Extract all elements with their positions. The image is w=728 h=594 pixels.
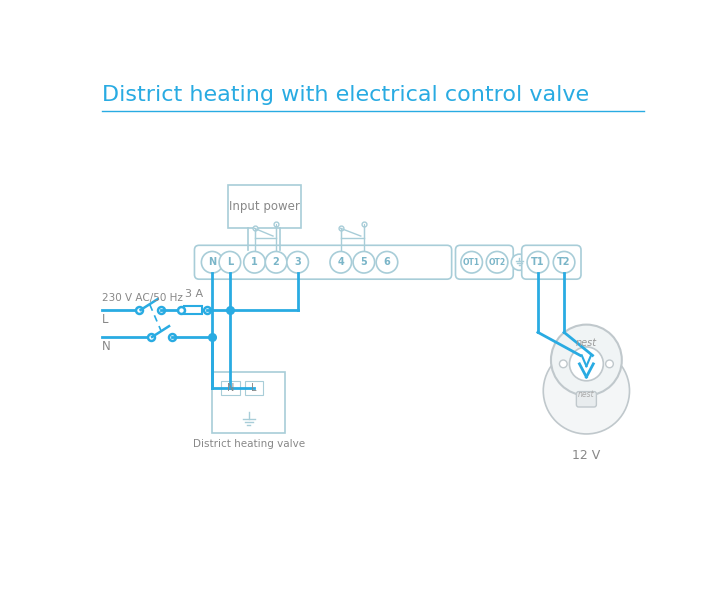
Circle shape [376, 251, 397, 273]
Circle shape [219, 251, 241, 273]
Circle shape [553, 251, 575, 273]
Text: OT1: OT1 [463, 258, 480, 267]
Text: T1: T1 [531, 257, 545, 267]
FancyBboxPatch shape [212, 372, 285, 433]
FancyBboxPatch shape [183, 306, 202, 314]
Circle shape [486, 251, 508, 273]
Text: L: L [102, 313, 108, 326]
Text: 230 V AC/50 Hz: 230 V AC/50 Hz [102, 293, 183, 303]
Text: 12 V: 12 V [572, 449, 601, 462]
FancyBboxPatch shape [228, 185, 301, 228]
Text: 3 A: 3 A [185, 289, 203, 299]
Text: 5: 5 [360, 257, 367, 267]
Circle shape [551, 324, 622, 396]
Text: N: N [102, 340, 111, 353]
Circle shape [287, 251, 309, 273]
Text: N: N [208, 257, 216, 267]
Circle shape [569, 347, 604, 381]
Text: District heating valve: District heating valve [193, 440, 305, 449]
Circle shape [559, 360, 567, 368]
Circle shape [543, 347, 630, 434]
Circle shape [353, 251, 375, 273]
Text: 2: 2 [273, 257, 280, 267]
Circle shape [202, 251, 223, 273]
Circle shape [511, 254, 528, 270]
Text: N: N [227, 383, 234, 393]
Circle shape [330, 251, 352, 273]
Circle shape [527, 251, 549, 273]
FancyBboxPatch shape [456, 245, 513, 279]
Circle shape [461, 251, 483, 273]
Text: 3: 3 [294, 257, 301, 267]
Text: Input power: Input power [229, 200, 300, 213]
Text: 1: 1 [251, 257, 258, 267]
Text: OT2: OT2 [488, 258, 506, 267]
Text: District heating with electrical control valve: District heating with electrical control… [102, 85, 589, 105]
Text: L: L [251, 383, 256, 393]
Circle shape [265, 251, 287, 273]
Circle shape [606, 360, 614, 368]
FancyBboxPatch shape [245, 381, 263, 394]
FancyBboxPatch shape [522, 245, 581, 279]
Text: nest: nest [578, 390, 595, 399]
FancyBboxPatch shape [194, 245, 451, 279]
FancyBboxPatch shape [577, 391, 596, 407]
Text: 4: 4 [337, 257, 344, 267]
Text: 6: 6 [384, 257, 390, 267]
FancyBboxPatch shape [221, 381, 240, 394]
Text: T2: T2 [558, 257, 571, 267]
Text: L: L [226, 257, 233, 267]
Circle shape [244, 251, 265, 273]
Text: nest: nest [576, 338, 597, 348]
